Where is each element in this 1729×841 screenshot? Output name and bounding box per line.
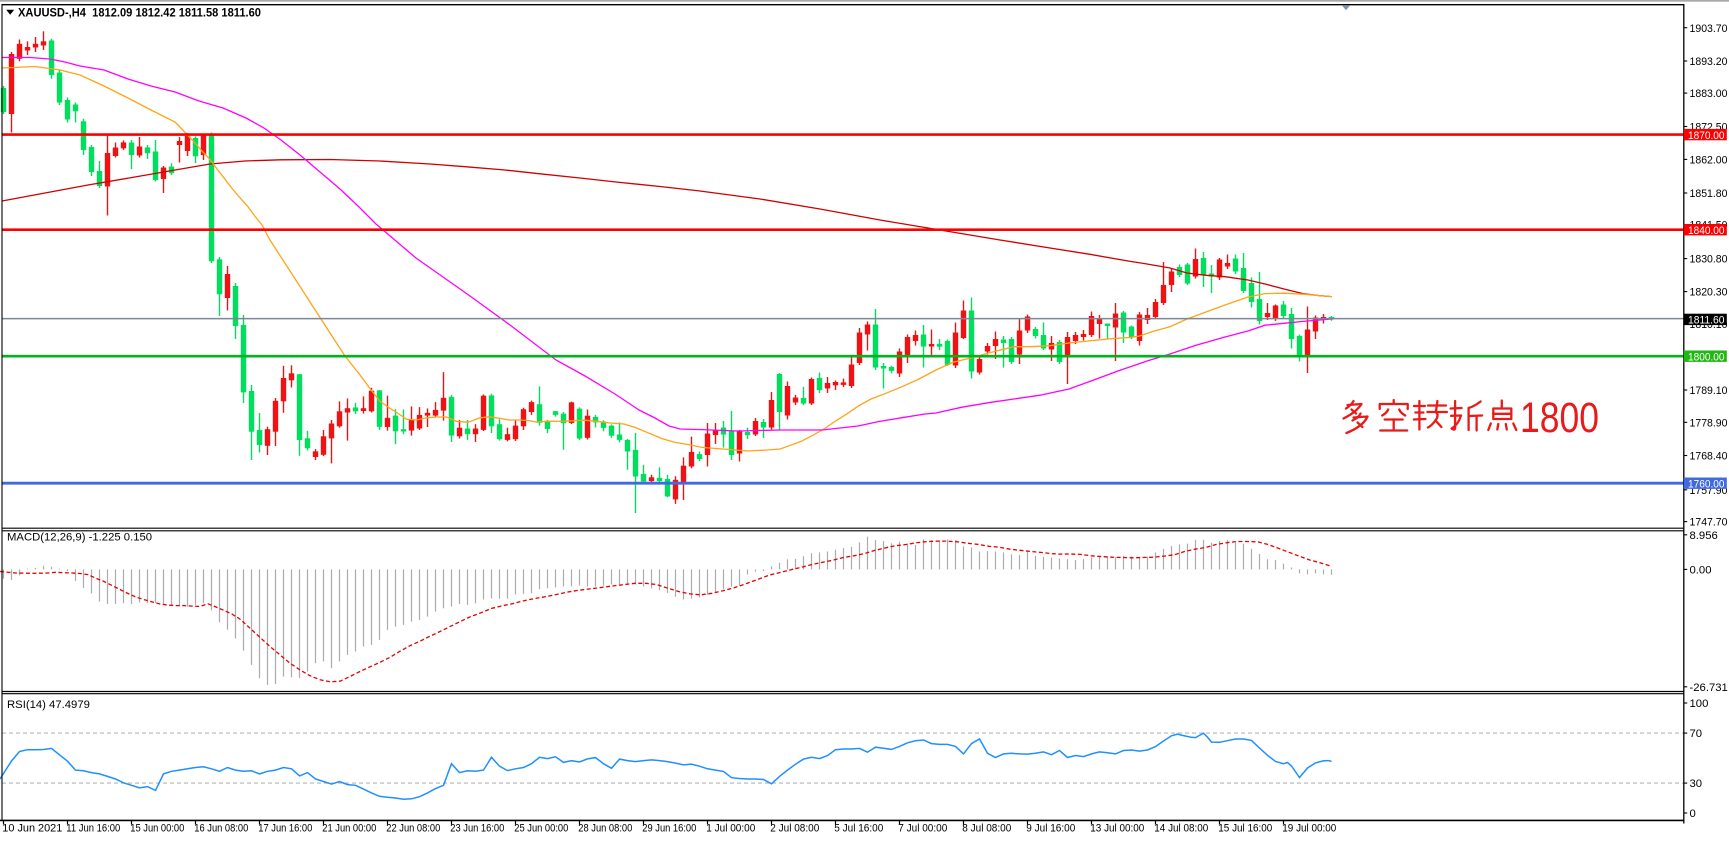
- svg-text:16 Jun 08:00: 16 Jun 08:00: [194, 823, 248, 835]
- svg-text:1893.20: 1893.20: [1690, 56, 1728, 68]
- svg-text:11 Jun 16:00: 11 Jun 16:00: [66, 823, 120, 835]
- svg-text:1830.80: 1830.80: [1690, 254, 1728, 266]
- svg-text:1883.00: 1883.00: [1690, 88, 1728, 100]
- svg-text:5 Jul 16:00: 5 Jul 16:00: [834, 823, 883, 835]
- svg-text:XAUUSD-,H4 1812.09 1812.42 18: XAUUSD-,H4 1812.09 1812.42 1811.58 1811.…: [18, 5, 261, 19]
- svg-text:25 Jun 00:00: 25 Jun 00:00: [514, 823, 568, 835]
- svg-text:22 Jun 08:00: 22 Jun 08:00: [386, 823, 440, 835]
- svg-text:1789.10: 1789.10: [1690, 385, 1728, 397]
- svg-text:1840.00: 1840.00: [1688, 225, 1725, 237]
- svg-text:21 Jun 00:00: 21 Jun 00:00: [322, 823, 376, 835]
- svg-text:15 Jun 00:00: 15 Jun 00:00: [130, 823, 184, 835]
- svg-text:RSI(14) 47.4979: RSI(14) 47.4979: [7, 699, 90, 711]
- svg-text:0.00: 0.00: [1690, 565, 1712, 577]
- svg-text:13 Jul 00:00: 13 Jul 00:00: [1090, 823, 1144, 835]
- svg-text:29 Jun 16:00: 29 Jun 16:00: [642, 823, 696, 835]
- svg-text:100: 100: [1690, 698, 1709, 710]
- svg-text:23 Jun 16:00: 23 Jun 16:00: [450, 823, 504, 835]
- svg-text:30: 30: [1690, 778, 1703, 790]
- svg-text:8.956: 8.956: [1690, 530, 1718, 542]
- svg-text:1800.00: 1800.00: [1688, 351, 1725, 363]
- svg-text:-26.731: -26.731: [1690, 682, 1728, 694]
- svg-text:MACD(12,26,9) -1.225 0.150: MACD(12,26,9) -1.225 0.150: [7, 532, 152, 544]
- svg-text:1 Jul 00:00: 1 Jul 00:00: [706, 823, 755, 835]
- svg-text:1747.70: 1747.70: [1690, 517, 1728, 529]
- svg-text:1760.00: 1760.00: [1688, 478, 1725, 490]
- svg-text:1870.00: 1870.00: [1688, 130, 1725, 142]
- svg-text:10 Jun 2021: 10 Jun 2021: [2, 823, 62, 835]
- svg-text:1768.40: 1768.40: [1690, 451, 1728, 463]
- svg-text:28 Jun 08:00: 28 Jun 08:00: [578, 823, 632, 835]
- svg-text:14 Jul 08:00: 14 Jul 08:00: [1154, 823, 1208, 835]
- svg-text:1903.70: 1903.70: [1690, 23, 1728, 35]
- svg-text:8 Jul 08:00: 8 Jul 08:00: [962, 823, 1011, 835]
- svg-text:1820.30: 1820.30: [1690, 287, 1728, 299]
- svg-text:70: 70: [1690, 728, 1703, 740]
- svg-text:15 Jul 16:00: 15 Jul 16:00: [1218, 823, 1272, 835]
- svg-text:17 Jun 16:00: 17 Jun 16:00: [258, 823, 312, 835]
- svg-text:1811.60: 1811.60: [1688, 315, 1725, 327]
- svg-text:2 Jul 08:00: 2 Jul 08:00: [770, 823, 819, 835]
- svg-text:0: 0: [1690, 808, 1696, 820]
- svg-text:7 Jul 00:00: 7 Jul 00:00: [898, 823, 947, 835]
- svg-text:1778.90: 1778.90: [1690, 417, 1728, 429]
- svg-text:1862.00: 1862.00: [1690, 155, 1728, 167]
- svg-text:1851.80: 1851.80: [1690, 188, 1728, 200]
- svg-text:19 Jul 00:00: 19 Jul 00:00: [1282, 823, 1336, 835]
- svg-text:9 Jul 16:00: 9 Jul 16:00: [1026, 823, 1075, 835]
- svg-text:1800: 1800: [1520, 394, 1599, 442]
